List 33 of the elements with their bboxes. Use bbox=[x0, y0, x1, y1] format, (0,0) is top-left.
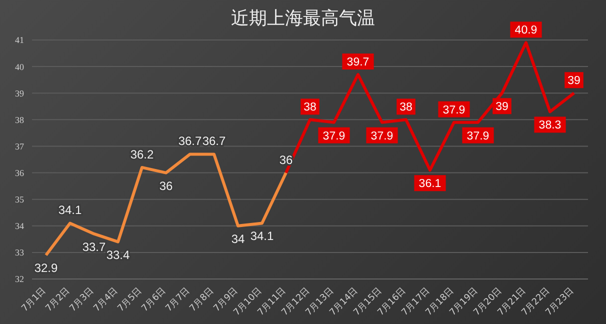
y-tick-label: 33 bbox=[15, 248, 24, 258]
data-label: 40.9 bbox=[514, 24, 538, 37]
y-tick-label: 32 bbox=[15, 274, 24, 284]
y-tick-label: 34 bbox=[15, 221, 24, 232]
data-label: 38.3 bbox=[538, 120, 562, 132]
data-label: 39.7 bbox=[346, 56, 370, 69]
data-label: 39 bbox=[568, 75, 580, 88]
data-label: 37.9 bbox=[322, 130, 346, 142]
data-label: 39 bbox=[496, 101, 508, 114]
data-label: 32.9 bbox=[34, 261, 58, 276]
data-label: 34 bbox=[231, 232, 245, 246]
data-label: 34.1 bbox=[250, 229, 274, 244]
y-tick-label: 37 bbox=[15, 141, 24, 152]
data-label: 36.7 bbox=[178, 134, 202, 148]
y-tick-label: 35 bbox=[15, 194, 24, 205]
data-label: 37.9 bbox=[466, 130, 490, 142]
chart-title: 近期上海最高气温 bbox=[231, 8, 375, 29]
data-label: 36.1 bbox=[418, 178, 442, 190]
data-label: 36 bbox=[159, 178, 173, 193]
data-label: 33.4 bbox=[106, 248, 130, 262]
y-tick-label: 36 bbox=[15, 168, 24, 178]
y-tick-label: 38 bbox=[15, 114, 24, 125]
y-tick-label: 39 bbox=[15, 88, 24, 98]
data-label: 37.9 bbox=[370, 130, 394, 142]
data-label: 34.1 bbox=[58, 203, 82, 218]
data-label: 38 bbox=[400, 102, 412, 114]
data-label: 36.2 bbox=[130, 147, 154, 162]
data-label: 33.7 bbox=[82, 240, 106, 254]
data-label: 38 bbox=[304, 102, 316, 114]
data-label: 37.9 bbox=[442, 104, 466, 116]
data-label: 36.7 bbox=[202, 134, 226, 148]
y-tick-label: 40 bbox=[15, 62, 24, 72]
y-tick-label: 41 bbox=[15, 35, 24, 46]
